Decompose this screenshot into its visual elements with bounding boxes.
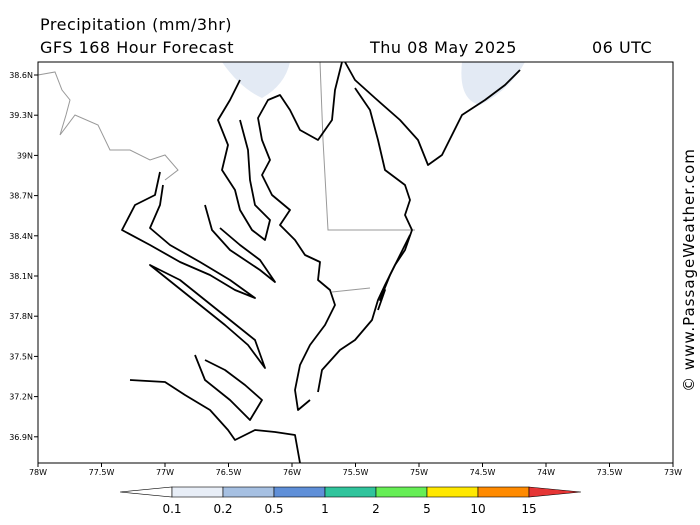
coastline xyxy=(257,61,343,411)
lon-label: 77.5W xyxy=(89,468,115,477)
colorbar-segment xyxy=(477,486,530,498)
lon-label: 74W xyxy=(537,468,555,477)
colorbar-label: 1 xyxy=(321,502,329,516)
time: 06 UTC xyxy=(592,38,652,57)
coastline xyxy=(121,171,256,299)
lon-label: 76W xyxy=(283,468,301,477)
colorbar-label: 10 xyxy=(470,502,485,516)
colorbar-segment xyxy=(222,486,275,498)
title: Precipitation (mm/3hr) xyxy=(40,15,232,34)
colorbar-under xyxy=(119,486,173,498)
colorbar-label: 5 xyxy=(423,502,431,516)
lon-label: 78W xyxy=(29,468,47,477)
watermark: © www.PassageWeather.com xyxy=(680,148,698,392)
colorbar-segment xyxy=(324,486,377,498)
coastline xyxy=(317,87,413,393)
colorbar-segment xyxy=(171,486,224,498)
lat-label: 37.5N xyxy=(9,352,33,361)
lat-label: 38.4N xyxy=(9,232,33,241)
coastline xyxy=(149,264,266,369)
colorbar-label: 15 xyxy=(521,502,536,516)
precip-area xyxy=(222,62,290,98)
coastline xyxy=(204,204,276,283)
lon-label: 75.5W xyxy=(343,468,369,477)
map-area xyxy=(37,61,674,464)
colorbar-over xyxy=(528,486,582,498)
lat-label: 39.3N xyxy=(9,111,33,120)
colorbar-segment xyxy=(375,486,428,498)
lat-label: 37.2N xyxy=(9,393,33,402)
lon-label: 73W xyxy=(664,468,682,477)
coastline xyxy=(377,234,411,311)
lon-label: 74.5W xyxy=(470,468,496,477)
colorbar-label: 0.2 xyxy=(213,502,232,516)
lon-label: 76.5W xyxy=(216,468,242,477)
lon-label: 77W xyxy=(156,468,174,477)
colorbar-label: 2 xyxy=(372,502,380,516)
state-border xyxy=(331,287,371,293)
precip-area xyxy=(461,62,525,105)
lon-label: 75W xyxy=(410,468,428,477)
model: GFS 168 Hour Forecast xyxy=(40,38,234,57)
colorbar-segment xyxy=(273,486,326,498)
state-border xyxy=(37,71,179,181)
lat-label: 38.1N xyxy=(9,272,33,281)
map-frame xyxy=(37,61,674,464)
lat-label: 38.7N xyxy=(9,192,33,201)
coastline xyxy=(129,379,301,464)
coastline xyxy=(217,79,271,241)
colorbar-label: 0.5 xyxy=(264,502,283,516)
lat-label: 36.9N xyxy=(9,433,33,442)
coastline xyxy=(194,354,263,421)
state-border xyxy=(319,61,415,231)
colorbar-segment xyxy=(426,486,479,498)
lat-label: 38.6N xyxy=(9,71,33,80)
date: Thu 08 May 2025 xyxy=(369,38,517,57)
colorbar-label: 0.1 xyxy=(162,502,181,516)
coastline xyxy=(344,61,521,166)
lat-label: 39N xyxy=(17,151,33,160)
lat-label: 37.8N xyxy=(9,312,33,321)
lon-label: 73.5W xyxy=(597,468,623,477)
